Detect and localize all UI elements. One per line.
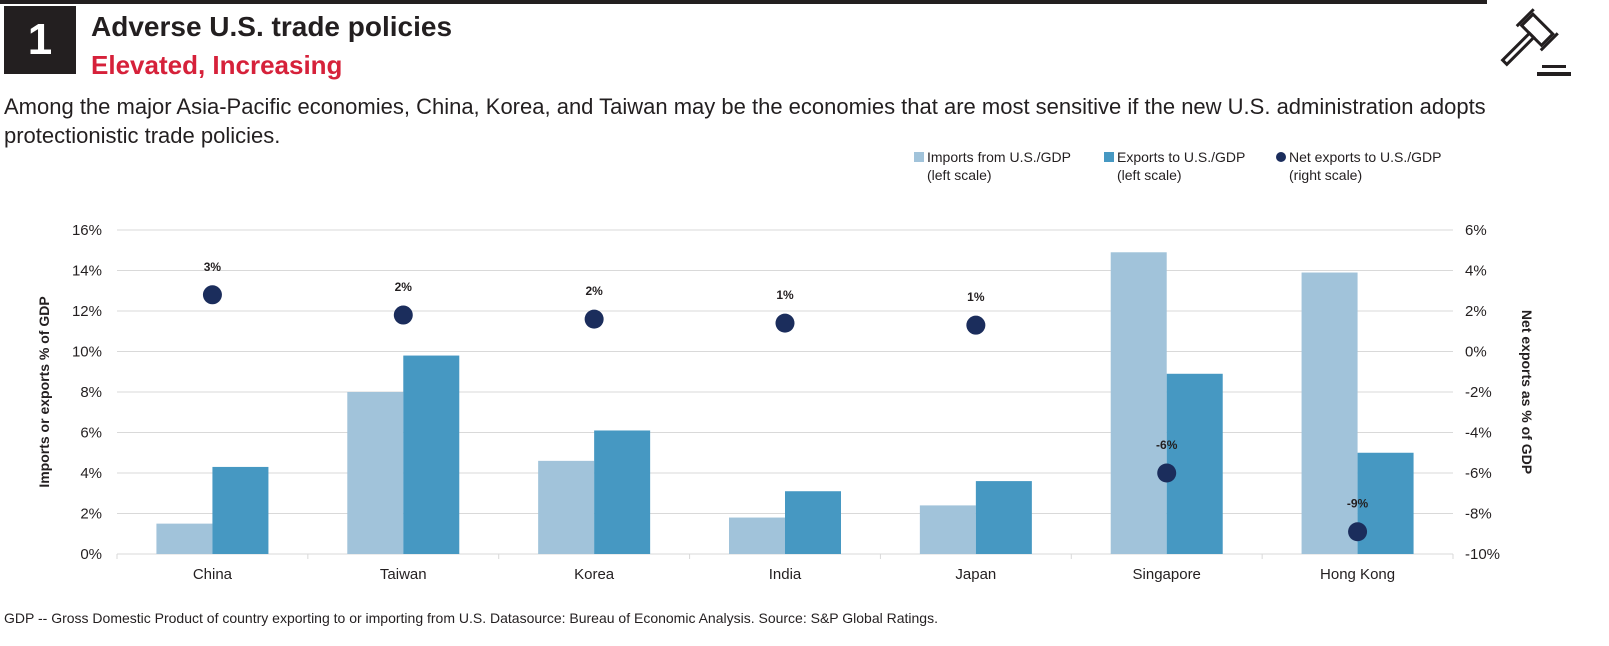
left-tick-label: 10% <box>72 344 102 361</box>
legend-scale-imports: (left scale) <box>927 167 992 183</box>
left-tick-label: 8% <box>80 384 102 401</box>
top-rule <box>0 0 1487 4</box>
right-tick-label: -2% <box>1465 384 1492 401</box>
bar-imports <box>919 505 976 554</box>
legend-item-imports: Imports from U.S./GDP (left scale) <box>914 148 1071 184</box>
net-export-dot <box>584 309 604 329</box>
right-tick-label: -6% <box>1465 465 1492 482</box>
bar-imports <box>729 517 785 554</box>
legend-label-net-exports: Net exports to U.S./GDP <box>1289 149 1442 165</box>
bar-exports <box>975 481 1032 554</box>
bar-imports <box>1301 272 1358 554</box>
left-tick-label: 2% <box>80 506 102 523</box>
category-label: Singapore <box>1133 566 1201 583</box>
net-export-dots: 3% 2% 2% 1% 1% -6% -9% <box>202 260 1369 542</box>
gavel-icon <box>1500 8 1571 76</box>
legend-scale-exports: (left scale) <box>1117 167 1182 183</box>
net-export-label: -6% <box>1156 438 1178 452</box>
left-tick-label: 14% <box>72 263 102 280</box>
left-tick-label: 4% <box>80 465 102 482</box>
source-note: GDP -- Gross Domestic Product of country… <box>4 610 938 626</box>
right-tick-label: 4% <box>1465 263 1487 280</box>
legend-swatch-net-exports <box>1276 152 1286 162</box>
bar-exports <box>1357 452 1414 554</box>
legend-label-imports: Imports from U.S./GDP <box>927 149 1071 165</box>
left-tick-label: 0% <box>80 546 102 563</box>
category-label: China <box>193 566 233 583</box>
bar-imports <box>347 392 404 554</box>
legend-item-exports: Exports to U.S./GDP (left scale) <box>1104 148 1245 184</box>
bar-exports <box>594 430 651 554</box>
bars <box>156 252 1414 554</box>
net-export-label: 1% <box>776 288 794 302</box>
bar-imports <box>538 460 595 554</box>
net-export-dot <box>1157 463 1177 483</box>
legend-label-exports: Exports to U.S./GDP <box>1117 149 1246 165</box>
right-axis-ticks: -10% -8% -6% -4% -2% 0% 2% 4% 6% <box>1465 222 1500 563</box>
bar-exports <box>403 355 460 554</box>
right-tick-label: 0% <box>1465 344 1487 361</box>
bar-imports <box>1110 252 1167 554</box>
category-label: Taiwan <box>380 566 427 583</box>
bar-imports <box>156 523 213 554</box>
net-export-dot <box>393 305 413 325</box>
right-tick-label: -8% <box>1465 506 1492 523</box>
net-export-label: 2% <box>395 280 413 294</box>
section-number: 1 <box>4 6 76 74</box>
left-tick-label: 16% <box>72 222 102 239</box>
right-tick-label: 2% <box>1465 303 1487 320</box>
bar-exports <box>1166 373 1223 554</box>
gridlines <box>116 229 1454 559</box>
left-tick-label: 12% <box>72 303 102 320</box>
net-export-label: 3% <box>204 260 222 274</box>
category-label: Hong Kong <box>1320 566 1395 583</box>
legend-swatch-imports <box>914 152 924 162</box>
category-label: Japan <box>955 566 996 583</box>
net-export-label: -9% <box>1347 497 1369 511</box>
right-tick-label: 6% <box>1465 222 1487 239</box>
left-axis-ticks: 0% 2% 4% 6% 8% 10% 12% 14% 16% <box>72 222 102 563</box>
net-export-dot <box>202 285 222 305</box>
risk-status: Elevated, Increasing <box>91 50 343 80</box>
net-export-label: 1% <box>967 290 985 304</box>
trade-chart: 3%2% 2% 1% 1%-6%-9% 0%2%4%6%8%10%12%14%16% … <box>36 222 1535 583</box>
net-export-dot <box>966 315 986 335</box>
right-axis-title: Net exports as % of GDP <box>1519 310 1535 474</box>
net-export-dot <box>1348 522 1368 542</box>
right-tick-label: -4% <box>1465 425 1492 442</box>
bar-exports <box>212 466 269 554</box>
legend-scale-net-exports: (right scale) <box>1289 167 1363 183</box>
net-export-dot <box>775 313 795 333</box>
page-title: Adverse U.S. trade policies <box>91 11 453 42</box>
legend-swatch-exports <box>1104 152 1114 162</box>
category-label: Korea <box>574 566 615 583</box>
left-axis-title: Imports or exports % of GDP <box>36 296 52 487</box>
category-label: India <box>769 566 802 583</box>
left-tick-label: 6% <box>80 425 102 442</box>
legend-item-net-exports: Net exports to U.S./GDP (right scale) <box>1276 148 1442 184</box>
category-labels: China Taiwan Korea India Japan Singapore Hong … <box>193 566 1395 583</box>
net-export-label: 2% <box>585 284 603 298</box>
description: Among the major Asia-Pacific economies, … <box>4 94 1486 148</box>
bar-exports <box>785 491 841 554</box>
right-tick-label: -10% <box>1465 546 1500 563</box>
